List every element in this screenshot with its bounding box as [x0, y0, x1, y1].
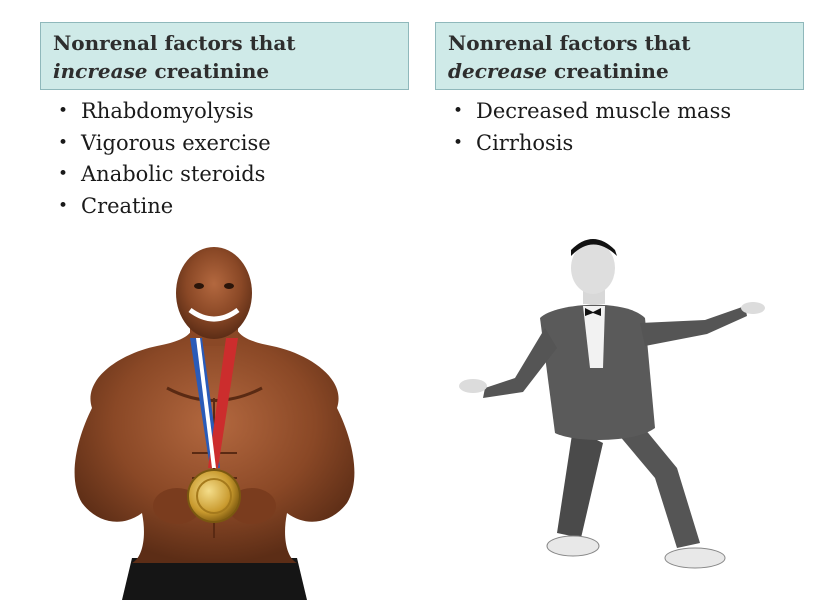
list-item: Anabolic steroids [55, 159, 271, 191]
decrease-factors-list: Decreased muscle mass Cirrhosis [450, 96, 731, 159]
list-item: Vigorous exercise [55, 128, 271, 160]
list-item: Decreased muscle mass [450, 96, 731, 128]
header-rest: creatinine [147, 59, 270, 83]
header-line1: Nonrenal factors that [53, 31, 296, 55]
header-rest: creatinine [547, 59, 669, 83]
list-item: Creatine [55, 191, 271, 223]
bodybuilder-photo [74, 247, 355, 600]
list-item: Rhabdomyolysis [55, 96, 271, 128]
header-line1: Nonrenal factors that [448, 31, 691, 55]
header-line2: increase creatinine [53, 57, 396, 85]
increase-factors-header: Nonrenal factors that increase creatinin… [40, 22, 409, 90]
increase-factors-list: Rhabdomyolysis Vigorous exercise Anaboli… [55, 96, 271, 222]
list-item: Cirrhosis [450, 128, 731, 160]
header-line2: decrease creatinine [448, 57, 791, 85]
header-emphasis: decrease [448, 59, 548, 83]
decrease-factors-header: Nonrenal factors that decrease creatinin… [435, 22, 804, 90]
dancer-photo [459, 239, 765, 569]
header-emphasis: increase [53, 59, 148, 83]
